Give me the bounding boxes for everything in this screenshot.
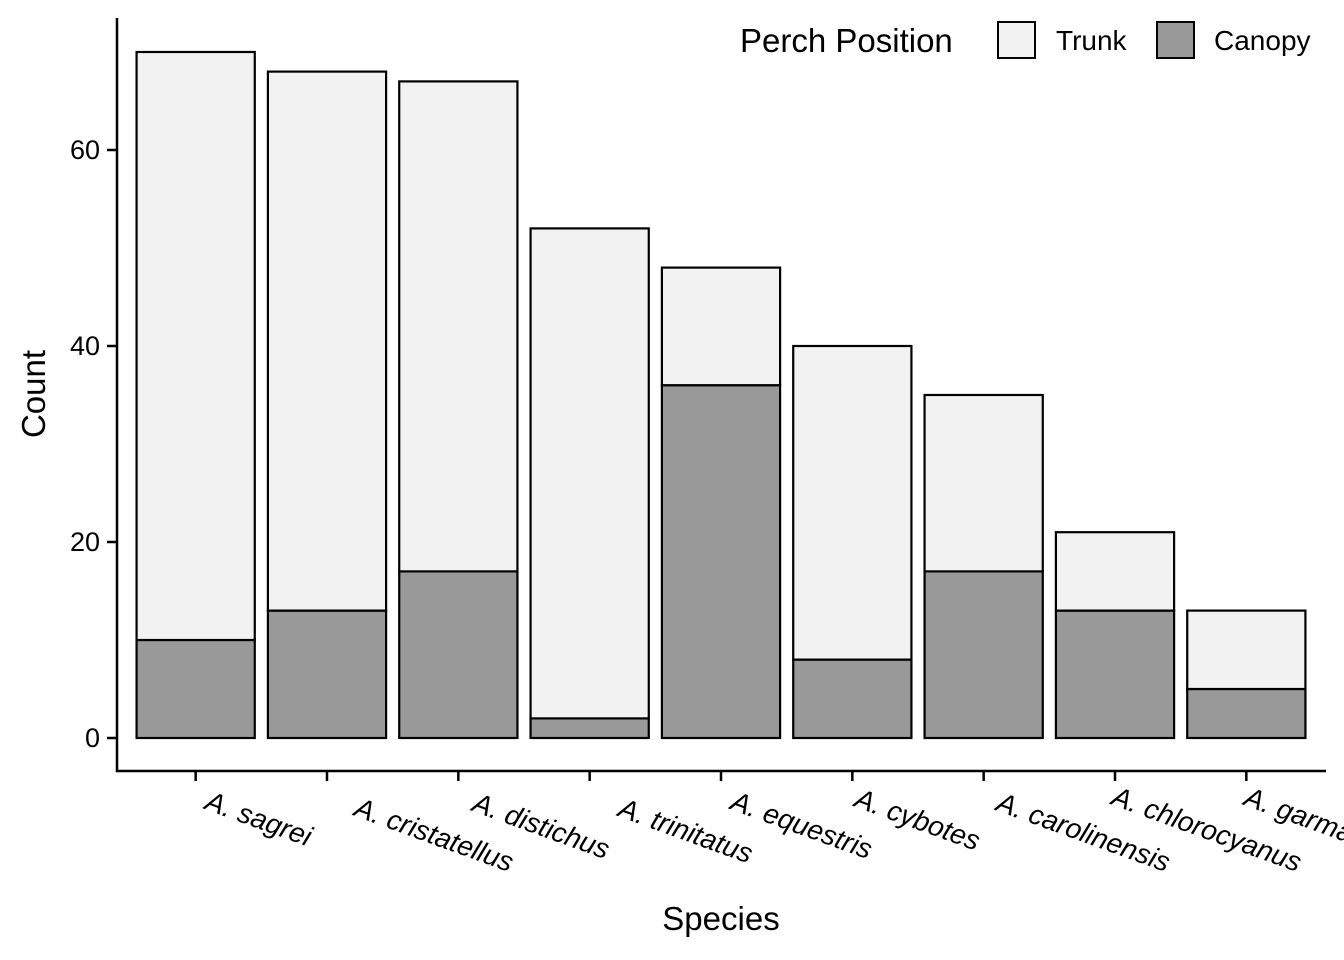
bar-trunk-a-trinitatus: [529, 227, 650, 720]
bar-canopy-a-cristatellus: [266, 609, 388, 740]
y-axis-title: Count: [15, 350, 52, 438]
bar-trunk-a-cybotes: [792, 344, 913, 661]
legend-key-trunk: [997, 21, 1036, 59]
y-tick-label: 60: [70, 135, 100, 165]
x-axis-title: Species: [662, 900, 779, 937]
bars-layer: [135, 50, 1307, 740]
bar-trunk-a-cristatellus: [266, 70, 388, 612]
bar-canopy-a-sagrei: [135, 638, 256, 740]
bar-trunk-a-carolinensis: [923, 393, 1044, 573]
bar-trunk-a-distichus: [398, 80, 519, 573]
bar-canopy-a-distichus: [398, 570, 519, 740]
legend-key-canopy: [1156, 21, 1195, 59]
legend-label-canopy: Canopy: [1214, 25, 1311, 56]
bar-canopy-a-cybotes: [792, 658, 913, 740]
bar-trunk-a-chlorocyanus: [1054, 531, 1176, 612]
x-tick-label: A. sagrei: [200, 785, 317, 853]
y-axis-ticks: 0 20 40 60: [70, 135, 117, 753]
y-tick-label: 20: [70, 527, 100, 557]
legend-label-trunk: Trunk: [1056, 25, 1128, 56]
bar-canopy-a-garmani: [1186, 687, 1307, 740]
bar-canopy-a-trinitatus: [529, 717, 650, 740]
bar-trunk-a-sagrei: [135, 50, 256, 642]
bar-trunk-a-equestris: [660, 266, 782, 387]
bar-canopy-a-carolinensis: [923, 570, 1044, 740]
bar-canopy-a-equestris: [660, 384, 782, 740]
bar-trunk-a-garmani: [1186, 609, 1307, 691]
legend-title: Perch Position: [740, 22, 953, 59]
y-tick-label: 0: [85, 723, 100, 753]
y-tick-label: 40: [70, 331, 100, 361]
legend: Perch Position Trunk Canopy: [740, 21, 1311, 59]
bar-canopy-a-chlorocyanus: [1054, 609, 1176, 740]
